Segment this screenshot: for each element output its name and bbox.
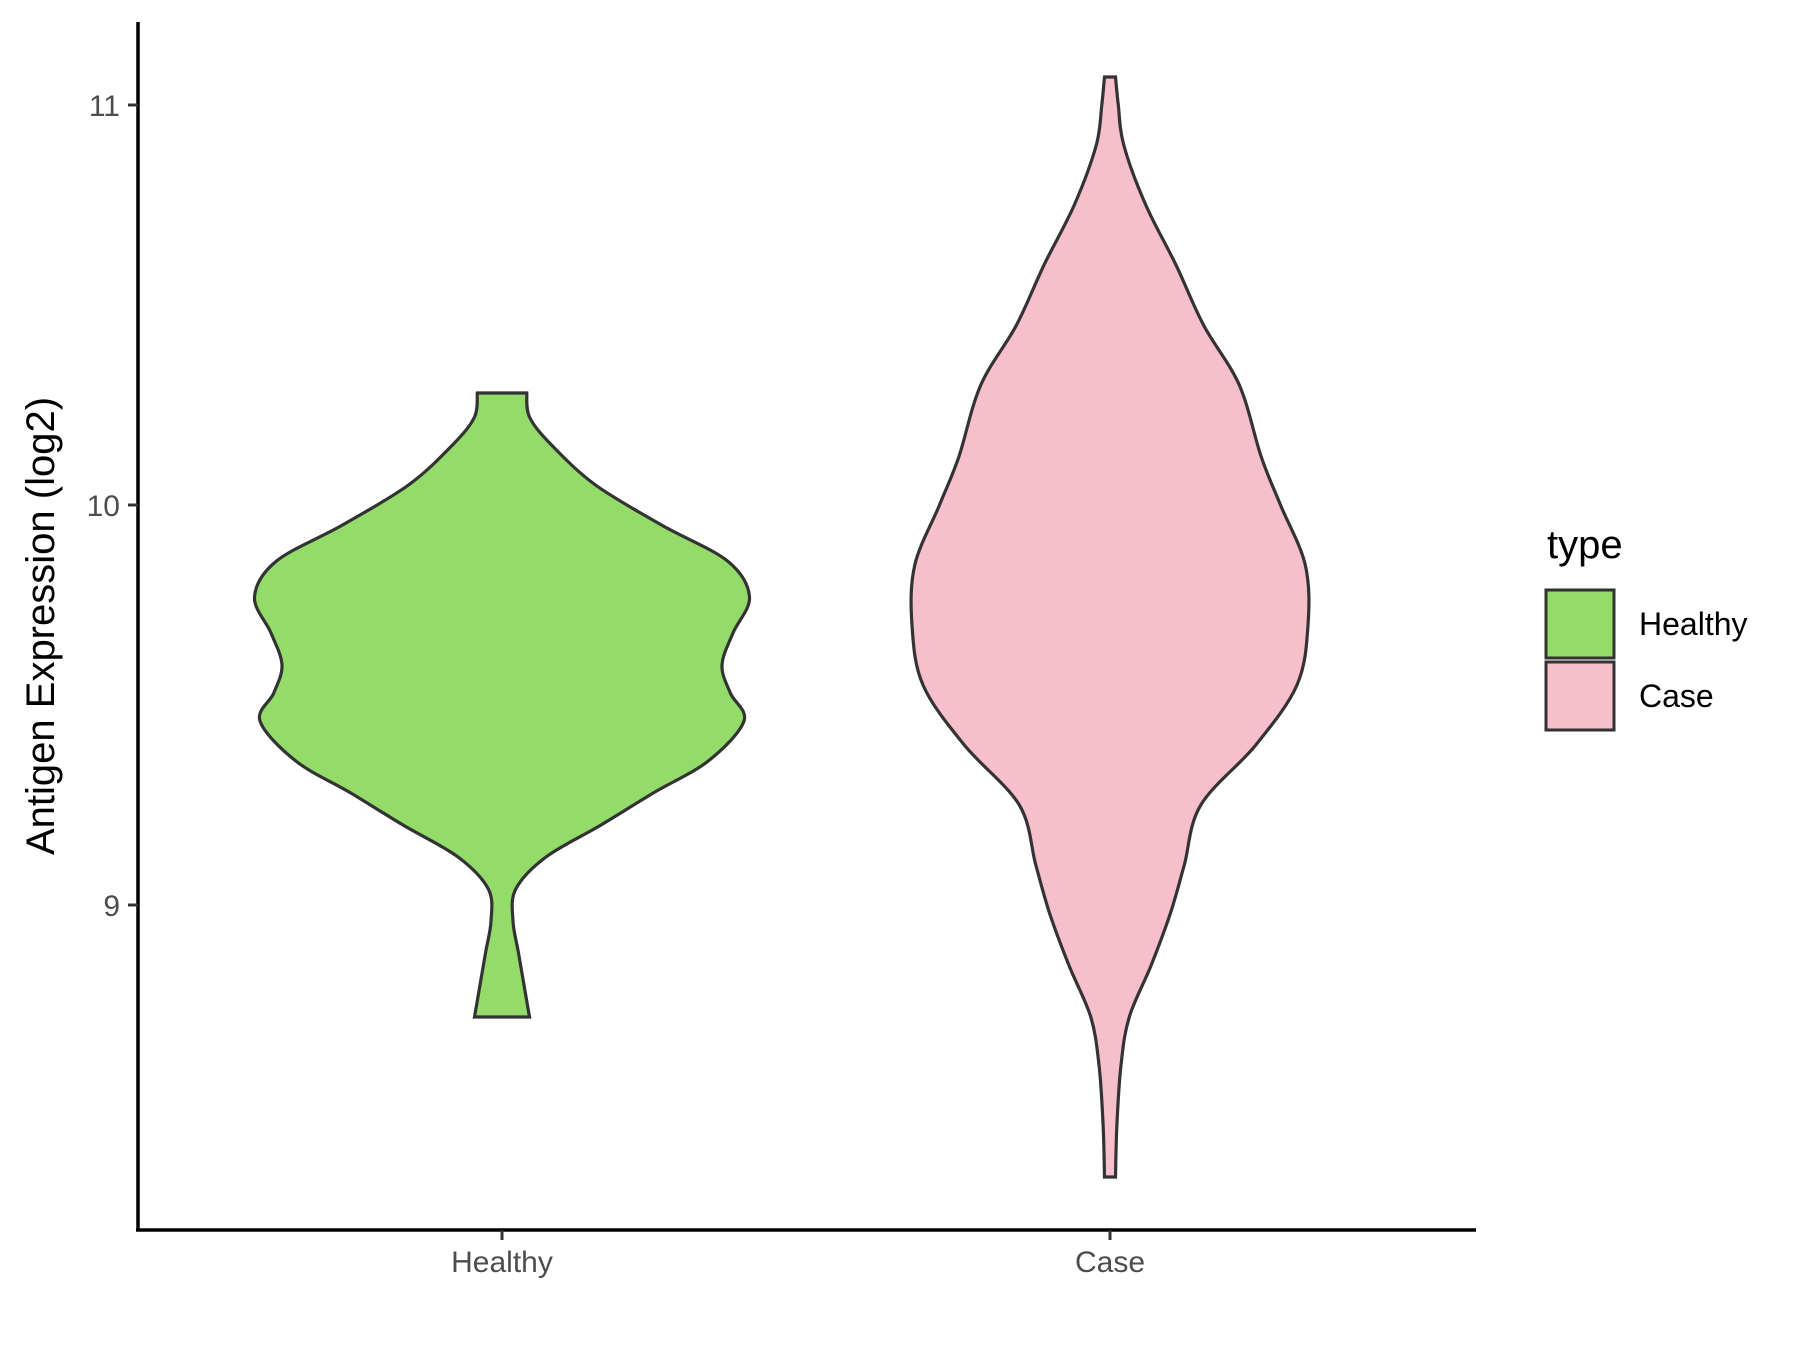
violin-healthy [252, 391, 752, 1019]
y-tick-label: 9 [103, 890, 120, 923]
y-tick-label: 10 [87, 490, 120, 523]
plot-area [252, 75, 1311, 1179]
legend-key-healthy [1544, 588, 1616, 660]
y-tick-label: 11 [89, 90, 120, 123]
legend-key-case [1544, 660, 1616, 732]
legend-label-healthy: Healthy [1639, 606, 1748, 642]
legend-title: type [1547, 523, 1623, 567]
legend-label-case: Case [1639, 678, 1714, 714]
legend: Healthy Case [1544, 588, 1748, 732]
x-tick-label: Healthy [451, 1246, 553, 1279]
y-axis-title: Antigen Expression (log2) [19, 397, 63, 855]
axes: 9 10 11 Healthy Case [87, 22, 1476, 1279]
violin-case [909, 75, 1311, 1179]
x-tick-label: Case [1075, 1246, 1145, 1279]
